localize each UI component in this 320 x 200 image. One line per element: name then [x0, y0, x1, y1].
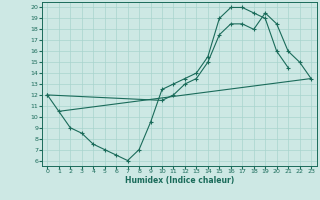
X-axis label: Humidex (Indice chaleur): Humidex (Indice chaleur): [124, 176, 234, 185]
